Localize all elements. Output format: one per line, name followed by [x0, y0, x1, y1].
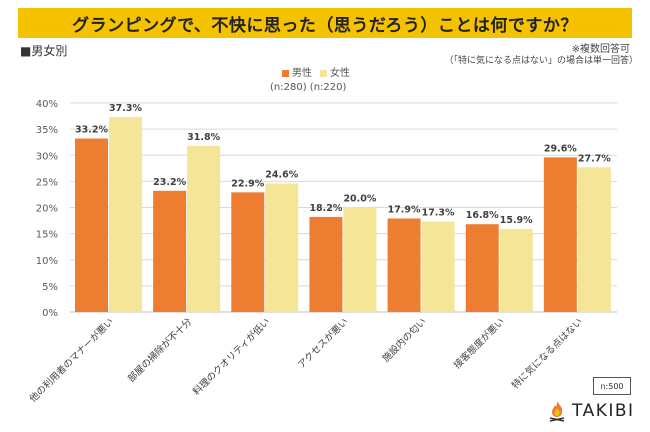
- bars: [75, 117, 611, 312]
- bar-male: [153, 190, 187, 312]
- legend-item-female: 女性: [320, 64, 350, 79]
- x-tick-label: 料理のクオリティが低い: [190, 316, 272, 398]
- data-label: 24.6%: [265, 169, 298, 180]
- y-tick-label: 5%: [42, 282, 58, 293]
- x-tick-label: 接客態度が悪い: [451, 316, 507, 372]
- data-label: 23.2%: [153, 177, 186, 188]
- y-tick-label: 40%: [36, 99, 58, 110]
- bar-male: [309, 216, 343, 312]
- sample-size-box: n:500: [593, 377, 631, 395]
- bar-female: [577, 167, 611, 312]
- value-labels: 33.2%37.3% 23.2% 31.8% 22.9%24.6% 18.2%20.0%…: [75, 103, 611, 226]
- bar-male: [465, 224, 499, 312]
- data-label: 17.9%: [388, 204, 421, 215]
- legend: 男性 女性 (n:280) (n:220): [270, 64, 350, 93]
- x-tick-label: 部屋の掃除が不十分: [125, 315, 194, 384]
- legend-label-male: 男性: [292, 68, 312, 79]
- x-tick-label: 特に気になる点はない: [509, 316, 585, 392]
- legend-swatch-male: [282, 69, 289, 77]
- data-label: 29.6%: [544, 143, 577, 154]
- title-banner: グランピングで、不快に思った（思うだろう）ことは何ですか？: [18, 8, 632, 38]
- takibi-logo: TAKIBI: [547, 400, 635, 422]
- y-tick-label: 10%: [36, 256, 58, 267]
- y-tick-label: 0%: [42, 308, 58, 319]
- data-label: 16.8%: [466, 210, 499, 221]
- logo-text: TAKIBI: [572, 401, 635, 421]
- bar-female: [265, 183, 299, 312]
- data-label: 31.8%: [187, 132, 220, 143]
- bar-male: [75, 138, 108, 312]
- data-label: 15.9%: [500, 215, 533, 226]
- x-tick-label: 他の利用者のマナーが悪い: [27, 316, 116, 405]
- bar-female: [343, 207, 377, 312]
- x-tick-label: 施設内の匂い: [380, 316, 429, 365]
- bar-female: [187, 145, 221, 312]
- y-tick-label: 15%: [36, 230, 58, 241]
- bar-female: [109, 117, 142, 312]
- bar-female: [499, 228, 533, 312]
- x-tick-label: アクセスが悪い: [295, 316, 350, 371]
- segment-subtitle: ■男女別: [20, 44, 68, 58]
- note-single-answer: （「特に気になる点はない」の場合は単一回答）: [444, 56, 638, 66]
- y-tick-label: 35%: [36, 125, 58, 136]
- legend-n-male: (n:280): [270, 82, 307, 93]
- data-label: 22.9%: [231, 178, 264, 189]
- bar-female: [421, 221, 455, 312]
- legend-label-female: 女性: [330, 68, 350, 79]
- campfire-icon: [549, 401, 565, 422]
- data-label: 17.3%: [422, 208, 455, 219]
- x-axis-labels: 他の利用者のマナーが悪い 部屋の掃除が不十分料理のクオリティが低い アクセスが悪い施…: [27, 315, 585, 404]
- note-multiple-answers: ※複数回答可: [571, 44, 630, 55]
- chart-title: グランピングで、不快に思った（思うだろう）ことは何ですか？: [72, 15, 578, 36]
- y-tick-label: 25%: [36, 177, 58, 188]
- y-tick-label: 30%: [36, 151, 58, 162]
- legend-n-female: (n:220): [309, 82, 347, 93]
- data-label: 20.0%: [343, 194, 376, 205]
- bar-male: [231, 192, 265, 312]
- data-label: 33.2%: [75, 125, 108, 136]
- data-label: 27.7%: [578, 153, 611, 164]
- legend-swatch-female: [320, 69, 327, 77]
- y-axis-ticks: 0% 5% 10% 15% 20% 25% 30% 35% 40%: [36, 99, 58, 319]
- y-tick-label: 20%: [36, 204, 58, 215]
- bar-male: [543, 157, 577, 312]
- legend-item-male: 男性: [282, 64, 312, 79]
- bar-male: [387, 218, 421, 312]
- data-label: 37.3%: [109, 103, 142, 114]
- data-label: 18.2%: [309, 203, 342, 214]
